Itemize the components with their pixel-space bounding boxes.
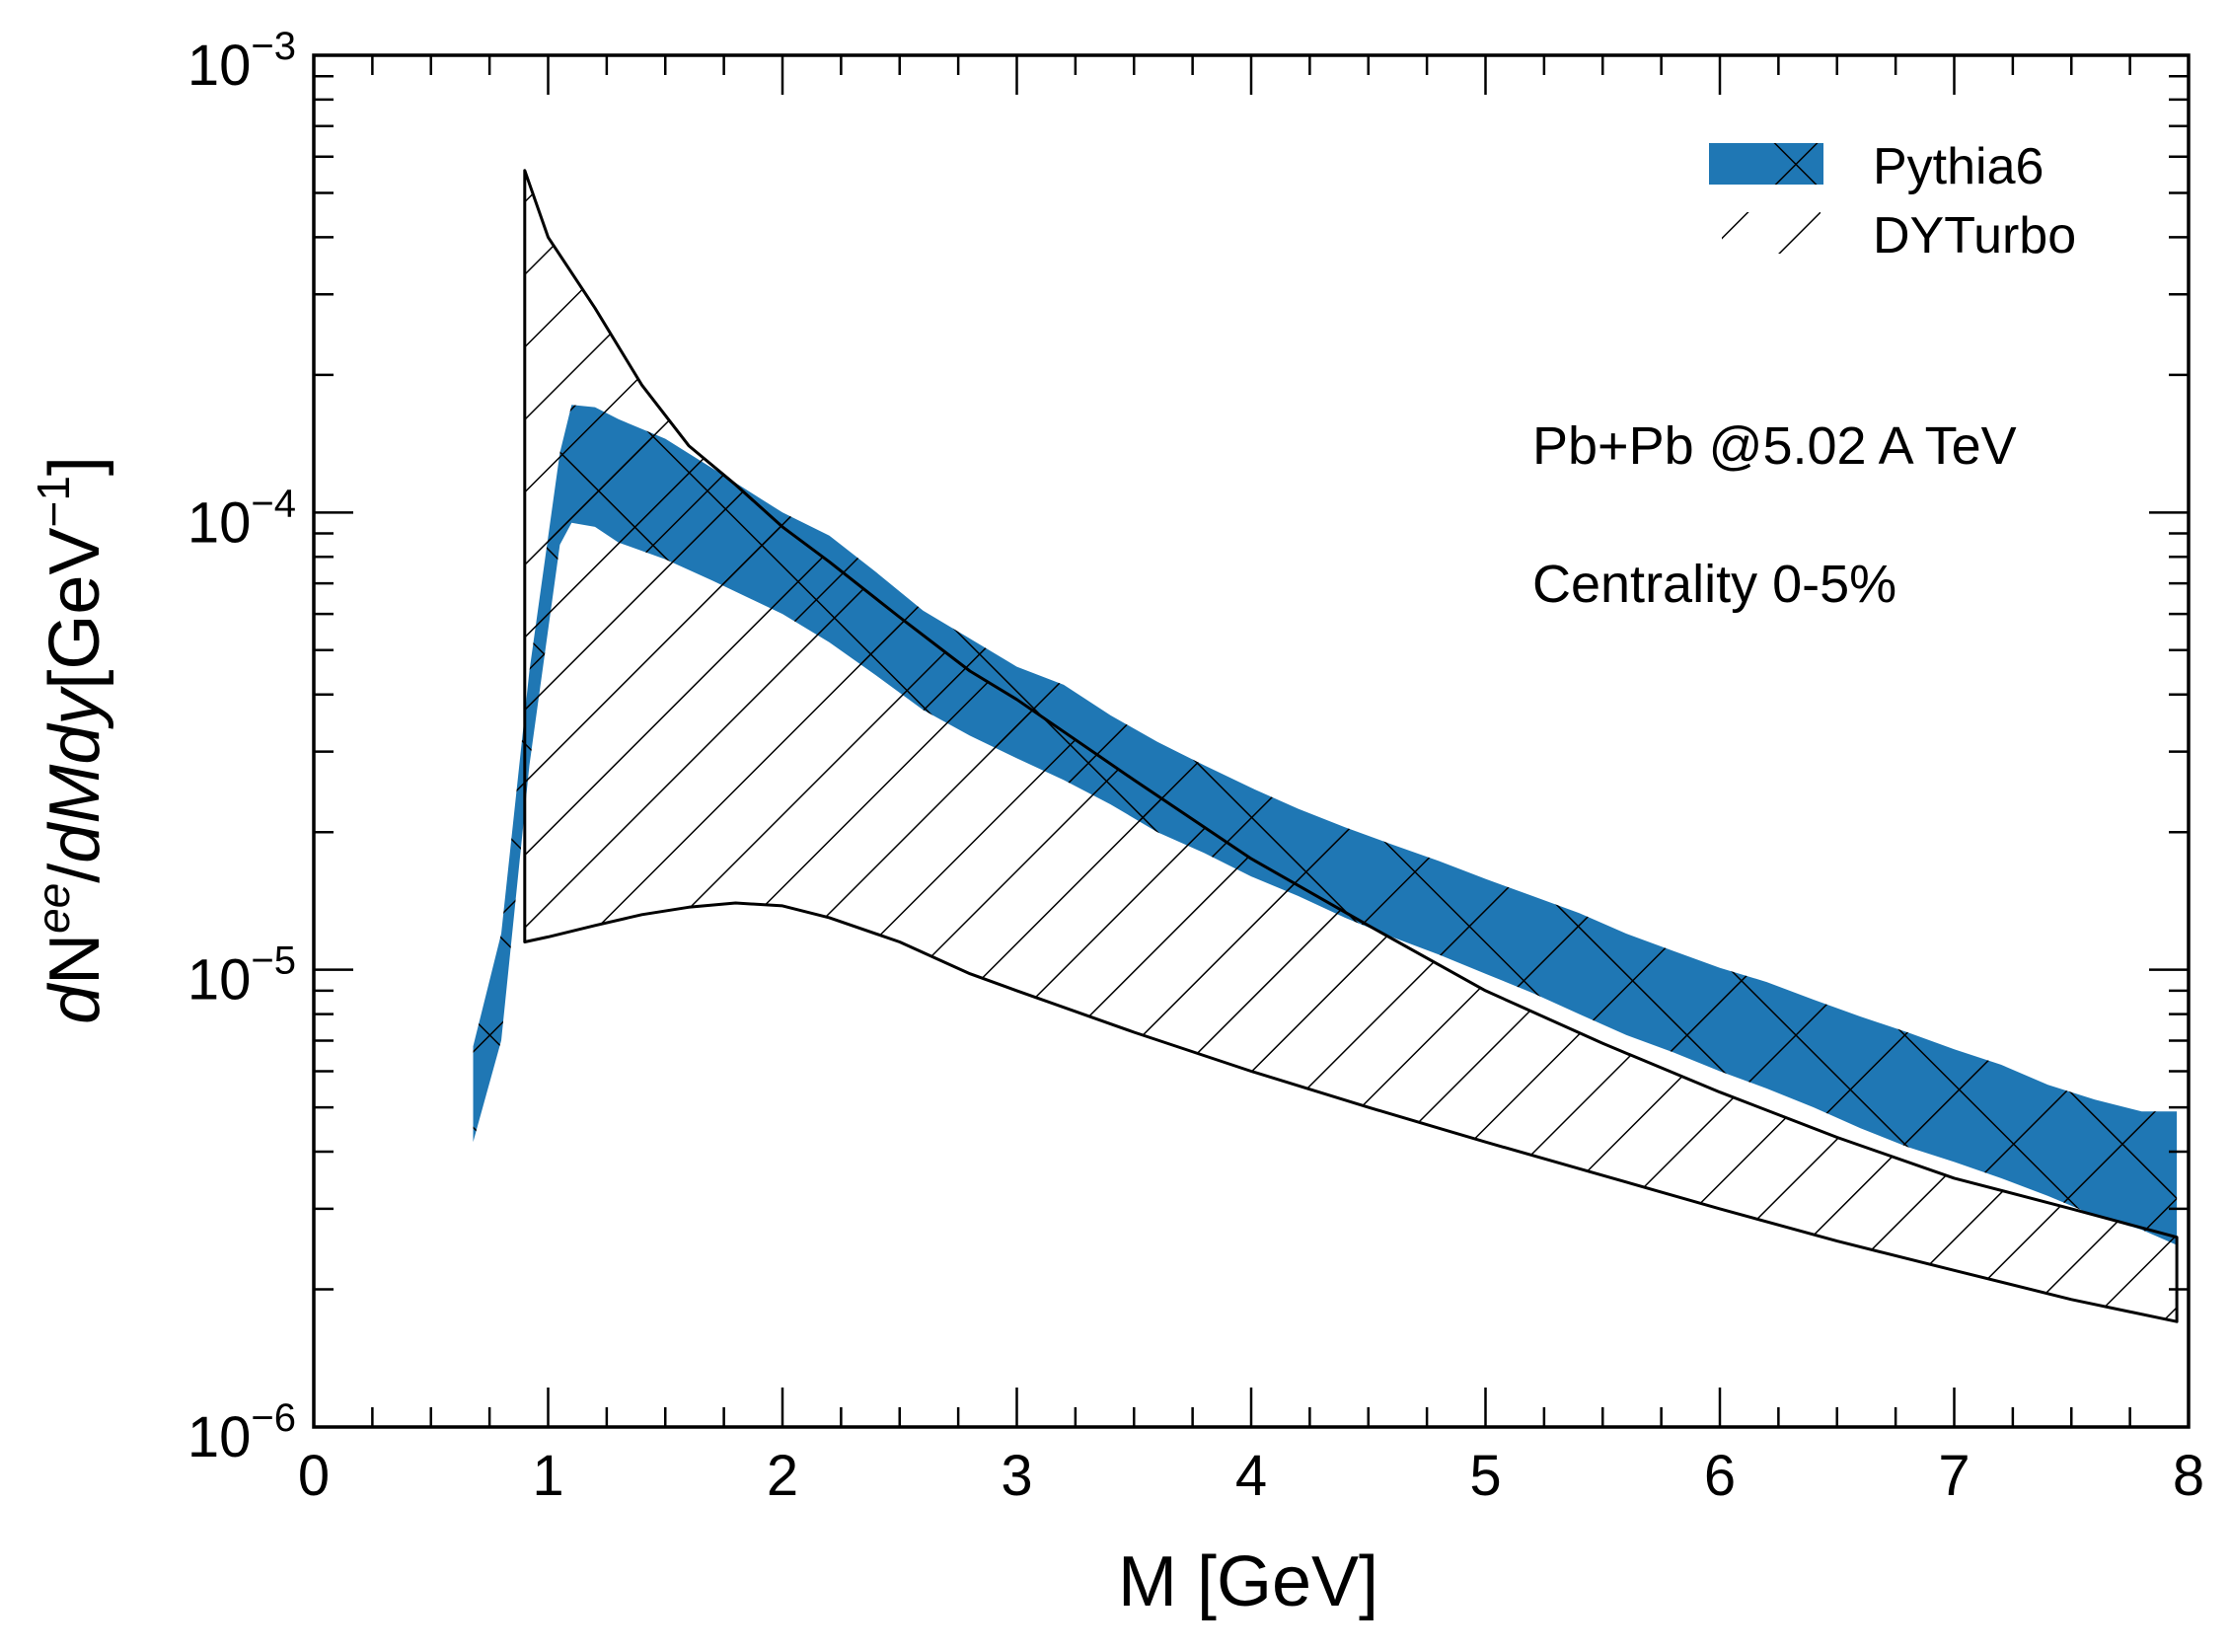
legend: Pythia6 DYTurbo xyxy=(1709,138,2076,264)
legend-hatch-pythia6 xyxy=(1709,143,1823,185)
y-tick-exponent: −5 xyxy=(251,939,296,983)
x-tick-label: 5 xyxy=(1469,1444,1501,1508)
y-tick-base: 10 xyxy=(187,490,252,555)
legend-entry-dyturbo: DYTurbo xyxy=(1722,207,2076,264)
y-tick-base: 10 xyxy=(187,34,252,98)
y-label-d: d xyxy=(36,983,114,1024)
x-tick-label: 0 xyxy=(298,1444,330,1508)
y-tick-label: 10−5 xyxy=(187,939,296,1013)
y-tick-label: 10−3 xyxy=(187,25,296,98)
legend-swatch-dyturbo xyxy=(1722,212,1821,254)
y-tick-base: 10 xyxy=(187,1405,252,1469)
legend-entry-pythia6: Pythia6 xyxy=(1709,138,2044,195)
y-axis-label: dNee/dMdy[GeV−1] xyxy=(28,456,114,1024)
y-tick-exponent: −6 xyxy=(251,1396,296,1440)
y-tick-labels: 10−610−510−410−3 xyxy=(187,25,296,1469)
x-tick-label: 2 xyxy=(767,1444,798,1508)
y-label-unit-close: ] xyxy=(36,456,114,476)
y-tick-label: 10−6 xyxy=(187,1396,296,1469)
y-label-unit-open: [GeV xyxy=(36,528,114,690)
y-label-slash: / xyxy=(36,864,114,883)
x-tick-label: 3 xyxy=(1001,1444,1032,1508)
y-tick-base: 10 xyxy=(187,948,252,1013)
y-label-superscript-ee: ee xyxy=(28,883,79,934)
series-layer xyxy=(474,171,2178,1322)
chart: 012345678 10−610−510−410−3 M [GeV] dNee/… xyxy=(0,0,2230,1652)
x-axis-label: M [GeV] xyxy=(1118,1542,1378,1621)
legend-label-dyturbo: DYTurbo xyxy=(1873,207,2076,264)
x-tick-label: 1 xyxy=(532,1444,563,1508)
x-tick-label: 7 xyxy=(1938,1444,1970,1508)
annotation-centrality: Centrality 0-5% xyxy=(1532,555,1896,614)
y-label-unit-exp: −1 xyxy=(28,476,79,527)
x-tick-labels: 0 1 2 3 4 5 6 7 8 xyxy=(298,1444,2204,1508)
y-tick-exponent: −4 xyxy=(251,482,296,525)
x-tick-label: 6 xyxy=(1704,1444,1736,1508)
y-label-dMdy: dMdy xyxy=(36,686,114,864)
x-tick-label: 8 xyxy=(2173,1444,2204,1508)
y-label-N: N xyxy=(36,934,114,985)
legend-label-pythia6: Pythia6 xyxy=(1873,138,2044,195)
x-tick-label: 4 xyxy=(1235,1444,1267,1508)
y-tick-exponent: −3 xyxy=(251,25,296,68)
y-tick-label: 10−4 xyxy=(187,482,296,555)
annotation-collision-system: Pb+Pb @5.02 A TeV xyxy=(1532,416,2017,476)
